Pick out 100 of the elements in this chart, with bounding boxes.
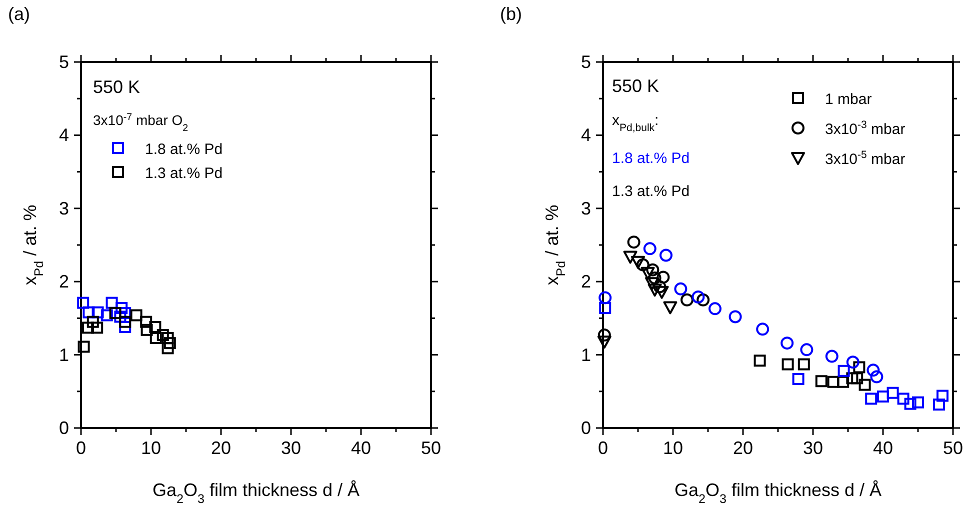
point	[853, 361, 866, 374]
point	[792, 372, 804, 385]
y-tick-label: 4	[58, 125, 69, 146]
point	[82, 306, 95, 318]
point	[598, 328, 611, 342]
point	[149, 320, 162, 333]
point	[162, 332, 174, 344]
point	[648, 271, 662, 284]
x-tick-label: 40	[872, 438, 894, 458]
point	[627, 236, 640, 249]
chart-title: (b)	[500, 4, 522, 24]
point	[846, 356, 860, 369]
annotation: 550 K	[612, 76, 660, 96]
y-tick-label: 4	[580, 125, 591, 146]
point	[598, 291, 612, 304]
point	[114, 310, 126, 323]
point	[654, 286, 669, 299]
x-tick-label: 10	[140, 438, 162, 458]
point	[640, 266, 655, 280]
point	[904, 398, 916, 410]
point	[800, 343, 814, 356]
point	[827, 376, 840, 388]
y-tick-label: 2	[580, 272, 591, 292]
legend-label: 1.3 at.% Pd	[145, 165, 223, 182]
point	[933, 398, 945, 411]
x-tick-label: 30	[280, 438, 302, 458]
point	[150, 332, 162, 344]
point	[109, 307, 122, 320]
point	[92, 306, 104, 318]
x-tick-label: 10	[662, 438, 684, 458]
point	[91, 322, 104, 334]
annotation: x$_{Pd,bulk}$:	[612, 112, 659, 134]
point	[870, 370, 884, 384]
point	[846, 372, 858, 384]
point	[82, 322, 94, 334]
x-tick-label: 30	[802, 438, 824, 458]
point	[877, 390, 889, 403]
x-tick-label: 20	[210, 438, 232, 458]
point	[86, 316, 99, 328]
point	[597, 336, 612, 349]
point	[696, 293, 710, 306]
point	[858, 378, 871, 391]
x-tick-label: 0	[76, 438, 86, 458]
point	[728, 310, 742, 324]
point	[119, 320, 132, 333]
point	[140, 324, 153, 336]
point	[636, 258, 650, 272]
point	[815, 375, 828, 388]
point	[756, 322, 770, 336]
x-tick-label: 20	[732, 438, 754, 458]
x-tick-label: 0	[598, 438, 608, 458]
point	[100, 309, 113, 322]
annotation: 550 K	[93, 77, 140, 97]
point	[837, 376, 850, 388]
y-tick-label: 1	[58, 344, 69, 365]
point	[798, 358, 810, 370]
point	[77, 296, 90, 309]
chart-title: (a)	[8, 4, 30, 24]
legend-label: 3x10$^{-5}$ mbar	[825, 149, 906, 168]
point	[936, 390, 948, 402]
point	[851, 372, 864, 384]
point	[825, 350, 838, 363]
point	[623, 250, 638, 264]
point	[838, 364, 850, 377]
point	[663, 301, 678, 314]
point	[656, 270, 670, 284]
point	[116, 302, 128, 314]
y-tick-label: 3	[58, 198, 69, 218]
y-tick-label: 0	[58, 418, 69, 438]
point	[646, 263, 660, 276]
point	[164, 337, 176, 350]
point	[119, 316, 132, 328]
point	[866, 364, 880, 377]
point	[599, 302, 612, 314]
annotation: 1.3 at.% Pd	[612, 183, 690, 200]
y-tick-label: 0	[580, 418, 591, 438]
x-tick-label: 40	[350, 438, 372, 458]
point	[660, 248, 672, 262]
point	[780, 336, 794, 350]
x-axis-title: Ga$_{2}$O$_{3}$ film thickness d / Å	[152, 480, 360, 506]
y-tick-label: 2	[58, 272, 69, 292]
annotation: 3x10$^{-7}$ mbar O$_{2}$	[93, 112, 188, 134]
point	[631, 256, 645, 269]
point	[754, 354, 766, 367]
point	[78, 340, 90, 353]
y-tick-label: 3	[580, 198, 591, 218]
x-axis-title: Ga$_{2}$O$_{3}$ film thickness d / Å	[674, 480, 882, 506]
point	[692, 290, 705, 304]
legend-label: 3x10$^{-3}$ mbar	[825, 119, 906, 138]
point	[156, 329, 169, 342]
x-tick-label: 50	[420, 438, 442, 458]
point	[865, 392, 878, 405]
annotation: 1.8 at.% Pd	[612, 150, 690, 167]
point	[708, 302, 722, 316]
point	[643, 242, 656, 256]
point	[130, 309, 142, 322]
point	[140, 316, 152, 328]
point	[912, 396, 924, 408]
point	[782, 358, 794, 370]
point	[886, 386, 899, 399]
